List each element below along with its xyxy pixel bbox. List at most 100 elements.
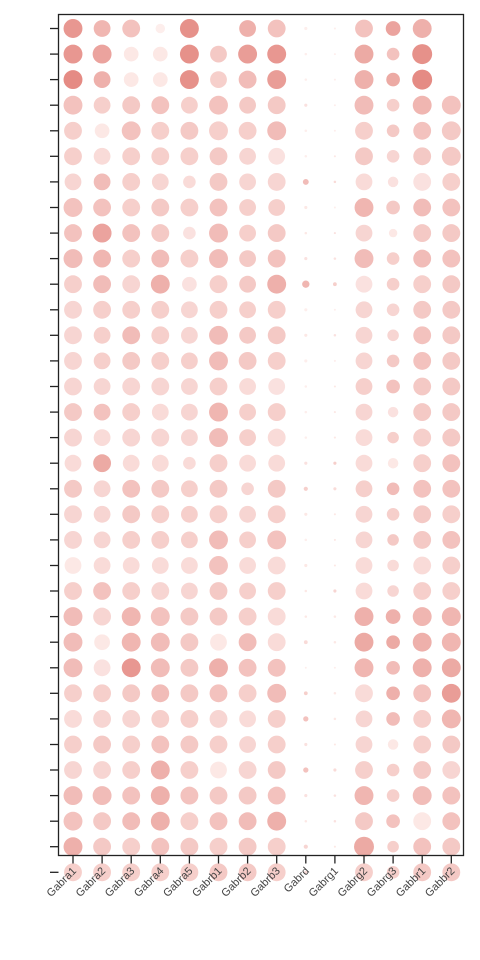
dot-r6-gabrg2 bbox=[355, 147, 373, 166]
dot-r11-gabbr1 bbox=[413, 275, 432, 294]
dot-r3-gabrg1 bbox=[333, 78, 336, 81]
dot-r28-gabrb3 bbox=[267, 709, 286, 728]
dot-r8-gabra1 bbox=[63, 198, 83, 217]
dot-r18-gabra5 bbox=[183, 456, 196, 470]
dot-r2-gabra1 bbox=[63, 44, 83, 64]
dot-r22-gabra3 bbox=[122, 557, 140, 574]
dot-r9-gabra2 bbox=[92, 223, 112, 243]
dot-r3-gabra4 bbox=[152, 72, 168, 87]
dot-r29-gabra1 bbox=[64, 735, 82, 754]
dot-r28-gabrg2 bbox=[355, 710, 373, 728]
dot-r4-gabbr2 bbox=[441, 95, 461, 115]
dot-r24-gabbr2 bbox=[441, 607, 461, 627]
dot-r23-gabra5 bbox=[181, 582, 198, 600]
dot-r12-gabra1 bbox=[64, 300, 82, 319]
dot-r17-gabra5 bbox=[181, 429, 198, 446]
dot-r13-gabrg2 bbox=[355, 326, 373, 344]
dot-r21-gabrb2 bbox=[239, 531, 256, 549]
dot-r14-gabra4 bbox=[151, 351, 170, 370]
dot-r26-gabra3 bbox=[121, 658, 141, 678]
dot-r11-gabrg3 bbox=[386, 277, 400, 291]
dot-r16-gabra5 bbox=[181, 403, 198, 421]
dot-r16-gabrb2 bbox=[239, 403, 256, 421]
dot-r19-gabrb2 bbox=[241, 482, 254, 496]
dot-r18-gabra3 bbox=[122, 454, 140, 472]
dot-r2-gabra4 bbox=[152, 46, 168, 62]
dot-r13-gabrg1 bbox=[333, 334, 337, 337]
dot-r5-gabra5 bbox=[180, 121, 199, 140]
dot-r19-gabra3 bbox=[122, 479, 141, 498]
dot-r6-gabrb3 bbox=[268, 147, 286, 165]
dot-r18-gabrb2 bbox=[239, 454, 256, 472]
dot-r29-gabrg3 bbox=[387, 739, 399, 750]
dot-r13-gabrb3 bbox=[267, 326, 286, 345]
dot-r24-gabrg3 bbox=[385, 609, 401, 624]
dot-r32-gabrb2 bbox=[238, 812, 257, 831]
dot-r12-gabra2 bbox=[93, 300, 112, 319]
dot-r12-gabrd bbox=[304, 308, 308, 312]
dot-r24-gabrb3 bbox=[267, 607, 286, 626]
dot-r18-gabrb3 bbox=[268, 454, 286, 472]
dot-r34-gabra3 bbox=[122, 863, 141, 882]
dot-r30-gabrg1 bbox=[333, 768, 337, 772]
dot-r6-gabra4 bbox=[151, 147, 170, 166]
dot-r28-gabra1 bbox=[64, 709, 82, 728]
dot-r9-gabra5 bbox=[183, 226, 196, 240]
dot-r7-gabra1 bbox=[64, 173, 82, 191]
dot-r19-gabrg3 bbox=[386, 482, 400, 496]
dot-r7-gabrg1 bbox=[333, 180, 337, 184]
dot-r17-gabrb3 bbox=[267, 428, 286, 447]
dot-r32-gabrg3 bbox=[386, 814, 400, 829]
dot-r34-gabra5 bbox=[180, 863, 199, 882]
dot-r34-gabrb3 bbox=[267, 863, 286, 882]
dot-r25-gabrb3 bbox=[267, 633, 286, 652]
dot-r25-gabra4 bbox=[150, 632, 170, 652]
dot-r17-gabbr1 bbox=[413, 428, 432, 447]
dot-r21-gabrb3 bbox=[267, 530, 287, 550]
dot-r30-gabrb2 bbox=[238, 761, 257, 779]
dot-r27-gabbr1 bbox=[413, 684, 432, 703]
dot-r3-gabrb2 bbox=[238, 70, 257, 89]
dot-r26-gabra2 bbox=[93, 659, 111, 677]
dot-r11-gabra5 bbox=[182, 276, 197, 292]
dot-r30-gabra4 bbox=[150, 760, 170, 780]
dot-r16-gabrd bbox=[304, 410, 308, 414]
dot-r18-gabrd bbox=[304, 461, 308, 465]
dot-r22-gabrg2 bbox=[355, 557, 373, 574]
dot-r23-gabrg3 bbox=[387, 585, 399, 597]
dot-r14-gabra5 bbox=[181, 352, 198, 370]
dot-r24-gabra3 bbox=[121, 607, 141, 627]
dot-r11-gabrg1 bbox=[333, 282, 337, 287]
dot-r6-gabbr2 bbox=[441, 146, 461, 166]
dot-r15-gabrg3 bbox=[386, 379, 400, 394]
dot-r26-gabbr1 bbox=[412, 658, 432, 678]
dot-r26-gabbr2 bbox=[441, 658, 461, 678]
dot-r30-gabrg3 bbox=[386, 763, 400, 777]
dot-r15-gabra4 bbox=[151, 377, 170, 396]
dot-r33-gabra5 bbox=[180, 837, 199, 856]
dot-r26-gabrg1 bbox=[333, 666, 336, 669]
dot-r9-gabbr2 bbox=[442, 224, 461, 243]
dot-r2-gabbr1 bbox=[412, 44, 433, 65]
dot-r1-gabbr1 bbox=[412, 19, 432, 38]
dot-r3-gabbr1 bbox=[412, 69, 433, 90]
dot-r27-gabra3 bbox=[122, 684, 141, 703]
dot-r16-gabrg2 bbox=[355, 403, 373, 421]
dot-r25-gabrg3 bbox=[386, 635, 400, 650]
dot-r5-gabrb2 bbox=[238, 121, 257, 140]
dot-r27-gabrg3 bbox=[386, 686, 400, 701]
dot-r29-gabrg2 bbox=[355, 736, 373, 753]
dot-r31-gabrg2 bbox=[354, 786, 374, 806]
dot-r29-gabrd bbox=[304, 742, 308, 747]
dot-r19-gabbr2 bbox=[442, 479, 461, 498]
dot-r5-gabbr1 bbox=[413, 121, 432, 140]
y-ticks bbox=[50, 27, 59, 873]
dot-r16-gabrb1 bbox=[209, 402, 228, 422]
dot-r5-gabrg3 bbox=[386, 124, 400, 138]
dot-r17-gabbr2 bbox=[442, 428, 461, 447]
dot-r28-gabbr1 bbox=[413, 709, 432, 728]
dot-r33-gabbr2 bbox=[442, 837, 461, 856]
dot-r31-gabbr1 bbox=[412, 786, 432, 806]
dot-r10-gabrb2 bbox=[239, 250, 256, 267]
dot-r10-gabbr1 bbox=[413, 249, 432, 268]
